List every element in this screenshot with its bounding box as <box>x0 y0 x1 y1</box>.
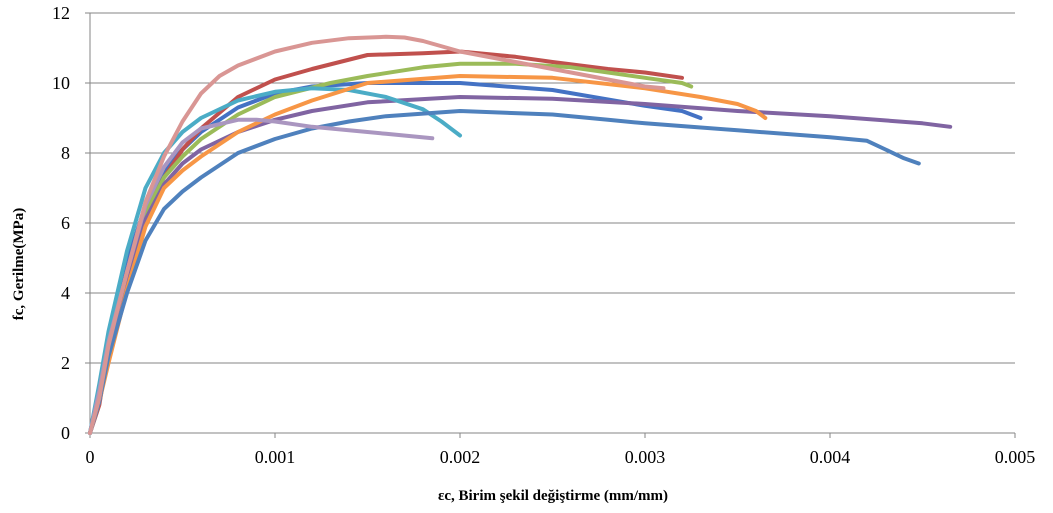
y-tick-label: 2 <box>61 353 70 373</box>
y-tick-label: 4 <box>61 283 70 303</box>
series-line-6 <box>88 74 768 435</box>
x-tick-label: 0.003 <box>625 447 666 467</box>
x-tick-label: 0 <box>86 447 95 467</box>
y-tick-label: 12 <box>52 3 70 23</box>
gridlines <box>90 12 1015 364</box>
y-tick-label: 0 <box>61 423 70 443</box>
x-tick-label: 0.002 <box>440 447 481 467</box>
x-axis-title: εc, Birim şekil değiştirme (mm/mm) <box>438 488 668 504</box>
series-line-9 <box>88 34 666 435</box>
x-tick-label: 0.005 <box>995 447 1036 467</box>
y-tick-label: 8 <box>61 143 70 163</box>
y-axis-title: fc, Gerilme(MPa) <box>11 208 27 320</box>
series-line-4 <box>88 95 953 435</box>
series-line-7 <box>88 109 921 435</box>
series-line-5 <box>88 86 462 435</box>
series-line-2 <box>88 49 684 435</box>
ticks: 0 2 4 6 8 10 12 0 0.001 0.002 0.003 0.004 0.005 <box>52 3 1035 467</box>
y-tick-label: 10 <box>52 73 70 93</box>
x-tick-label: 0.001 <box>255 447 296 467</box>
y-tick-label: 6 <box>61 213 70 233</box>
series-line-8 <box>88 117 435 435</box>
series-line-1 <box>88 81 703 435</box>
series-layer <box>88 34 953 435</box>
x-tick-label: 0.004 <box>810 447 851 467</box>
